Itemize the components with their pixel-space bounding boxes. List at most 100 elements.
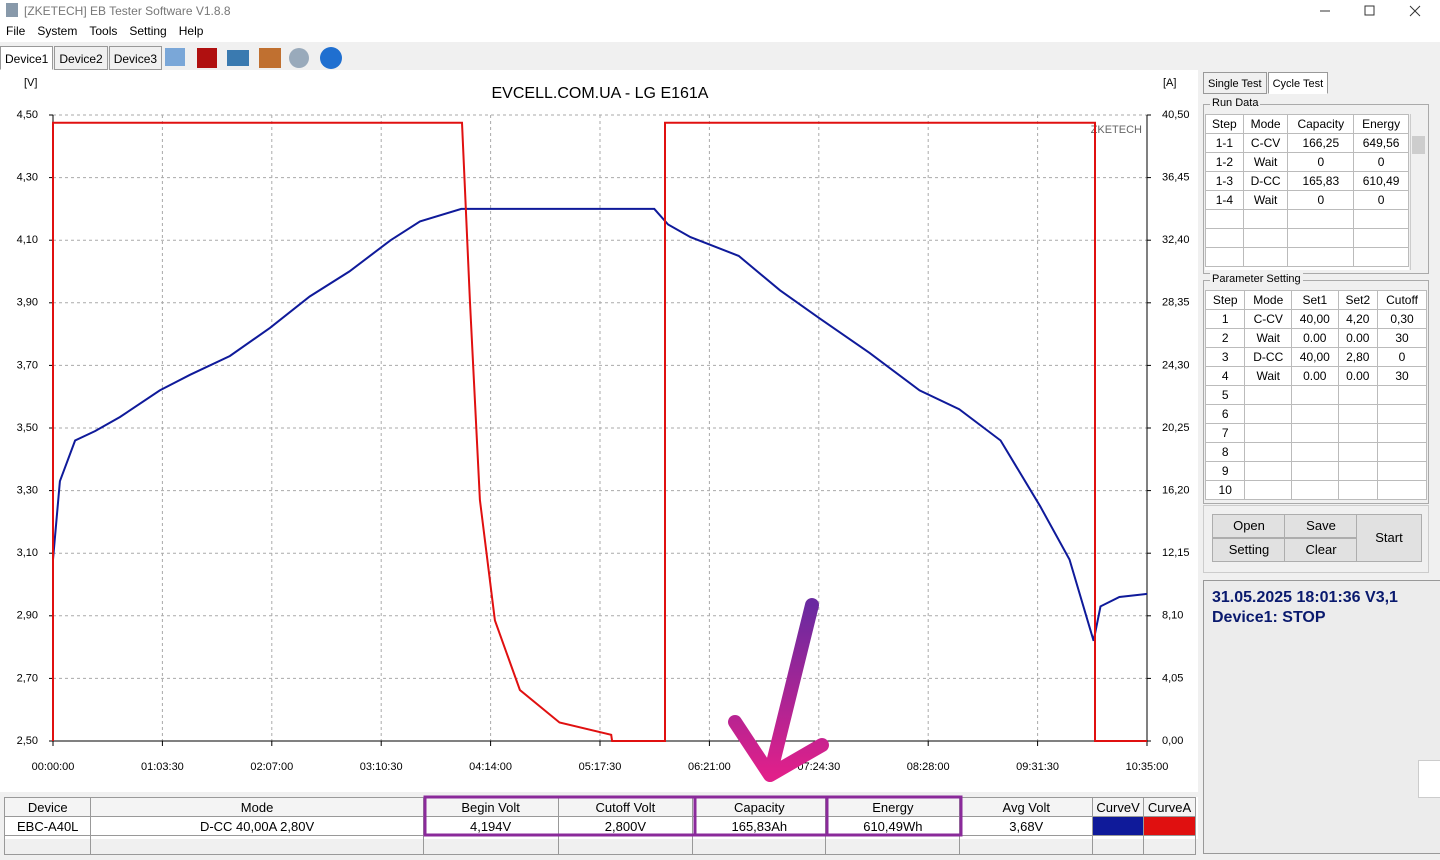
cell: 0.00 xyxy=(1337,328,1379,348)
cell: Wait xyxy=(1244,328,1293,348)
tool-settings[interactable] xyxy=(259,48,281,68)
tool-open[interactable] xyxy=(165,48,185,66)
column-header: Mode xyxy=(1244,290,1293,310)
cell xyxy=(90,835,424,855)
x-tick-label: 01:03:30 xyxy=(141,761,184,773)
cell xyxy=(1287,228,1355,248)
cell xyxy=(1244,461,1293,481)
side-tab[interactable]: Cycle Test xyxy=(1267,72,1329,94)
chart: EVCELL.COM.UA - LG E161A [V] [A] ZKETECH… xyxy=(0,70,1198,792)
cell: D-CC 40,00A 2,80V xyxy=(90,816,424,836)
column-header: Mode xyxy=(1242,114,1289,134)
button[interactable]: Clear xyxy=(1284,538,1358,562)
button[interactable]: Setting xyxy=(1212,538,1286,562)
row[interactable]: 8 xyxy=(1205,442,1427,462)
column-header: Set1 xyxy=(1291,290,1339,310)
cell xyxy=(1244,480,1293,500)
cell xyxy=(1353,247,1409,267)
cell xyxy=(1287,209,1355,229)
row[interactable]: 10 xyxy=(1205,480,1427,500)
row xyxy=(1205,247,1409,267)
y2-tick-label: 28,35 xyxy=(1162,297,1190,309)
device-tab[interactable]: Device2 xyxy=(54,46,108,70)
y2-tick-label: 40,50 xyxy=(1162,109,1190,121)
menu-item[interactable]: Tools xyxy=(89,24,118,38)
row[interactable]: 3 D-CC 40,00 2,80 0 xyxy=(1205,347,1427,367)
column-header: Set2 xyxy=(1337,290,1379,310)
menu-item[interactable]: System xyxy=(37,24,78,38)
column-header: Begin Volt xyxy=(422,797,559,817)
cell: 30 xyxy=(1377,366,1427,386)
y2-tick-label: 36,45 xyxy=(1162,172,1190,184)
cell xyxy=(1205,209,1244,229)
x-tick-label: 08:28:00 xyxy=(907,761,950,773)
cell: 3 xyxy=(1205,347,1246,367)
y-tick-label: 3,10 xyxy=(17,547,38,559)
column-header: Device xyxy=(3,797,92,817)
device-tab[interactable]: Device3 xyxy=(108,46,163,70)
button[interactable]: Save xyxy=(1284,514,1358,538)
button[interactable]: Start xyxy=(1356,514,1422,562)
cell: 0.00 xyxy=(1337,366,1379,386)
button[interactable]: Open xyxy=(1212,514,1286,538)
cell xyxy=(1205,228,1244,248)
row[interactable]: 1 C-CV 40,00 4,20 0,30 xyxy=(1205,309,1427,329)
cell xyxy=(1337,442,1379,462)
window-controls[interactable] xyxy=(1300,0,1440,22)
row[interactable]: 7 xyxy=(1205,423,1427,443)
menu-item[interactable]: Setting xyxy=(129,24,167,38)
tool-chart[interactable] xyxy=(227,50,249,66)
cell xyxy=(1377,404,1427,424)
cell xyxy=(1242,209,1289,229)
row[interactable]: 5 xyxy=(1205,385,1427,405)
x-tick-label: 06:21:00 xyxy=(688,761,731,773)
cell: 1-3 xyxy=(1205,171,1244,191)
row[interactable]: 1-4 Wait 0 0 xyxy=(1205,190,1409,210)
row[interactable]: 4 Wait 0.00 0.00 30 xyxy=(1205,366,1427,386)
y-tick-label: 3,50 xyxy=(17,422,38,434)
cell: 0 xyxy=(1353,152,1409,172)
tool-save[interactable] xyxy=(197,48,217,68)
y-tick-label: 3,90 xyxy=(17,297,38,309)
row[interactable]: 1-3 D-CC 165,83 610,49 xyxy=(1205,171,1409,191)
y2-tick-label: 12,15 xyxy=(1162,547,1190,559)
column-header: Cutoff xyxy=(1377,290,1427,310)
y2-tick-label: 20,25 xyxy=(1162,422,1190,434)
row[interactable]: 1-1 C-CV 166,25 649,56 xyxy=(1205,133,1409,153)
cell: Wait xyxy=(1242,190,1289,210)
header-row: Step Mode Capacity Energy xyxy=(1205,114,1409,134)
cell: 0 xyxy=(1287,152,1355,172)
legend-swatch xyxy=(1143,816,1196,836)
cell xyxy=(1291,442,1339,462)
row[interactable]: 6 xyxy=(1205,404,1427,424)
row[interactable]: 1-2 Wait 0 0 xyxy=(1205,152,1409,172)
column-header: Avg Volt xyxy=(959,797,1094,817)
run-data-group: Run Data Step Mode Capacity Energy 1-1 C-CV 16… xyxy=(1203,97,1429,274)
device-tab[interactable]: Device1 xyxy=(0,46,54,70)
tool-info[interactable] xyxy=(320,47,342,69)
y-tick-label: 4,30 xyxy=(17,172,38,184)
cell xyxy=(825,835,961,855)
side-tabs: Single Test Cycle Test xyxy=(1203,72,1329,94)
cell xyxy=(1377,461,1427,481)
chart-title: EVCELL.COM.UA - LG E161A xyxy=(492,85,709,102)
tool-zoom[interactable] xyxy=(289,48,309,68)
row[interactable]: 2 Wait 0.00 0.00 30 xyxy=(1205,328,1427,348)
cell: 9 xyxy=(1205,461,1246,481)
cell xyxy=(557,835,694,855)
y-tick-label: 3,70 xyxy=(17,359,38,371)
menu-item[interactable]: Help xyxy=(178,24,204,38)
row[interactable]: 9 xyxy=(1205,461,1427,481)
scroll-thumb[interactable] xyxy=(1412,136,1425,154)
cell xyxy=(1377,442,1427,462)
menu-item[interactable]: File xyxy=(6,24,26,38)
scrollbar[interactable] xyxy=(1410,114,1427,270)
cell xyxy=(1337,404,1379,424)
y2-tick-label: 4,05 xyxy=(1162,672,1183,684)
cell xyxy=(1291,385,1339,405)
side-tab[interactable]: Single Test xyxy=(1203,72,1267,94)
cell: Wait xyxy=(1242,152,1289,172)
side-widget[interactable] xyxy=(1418,760,1440,798)
cell: D-CC xyxy=(1244,347,1293,367)
